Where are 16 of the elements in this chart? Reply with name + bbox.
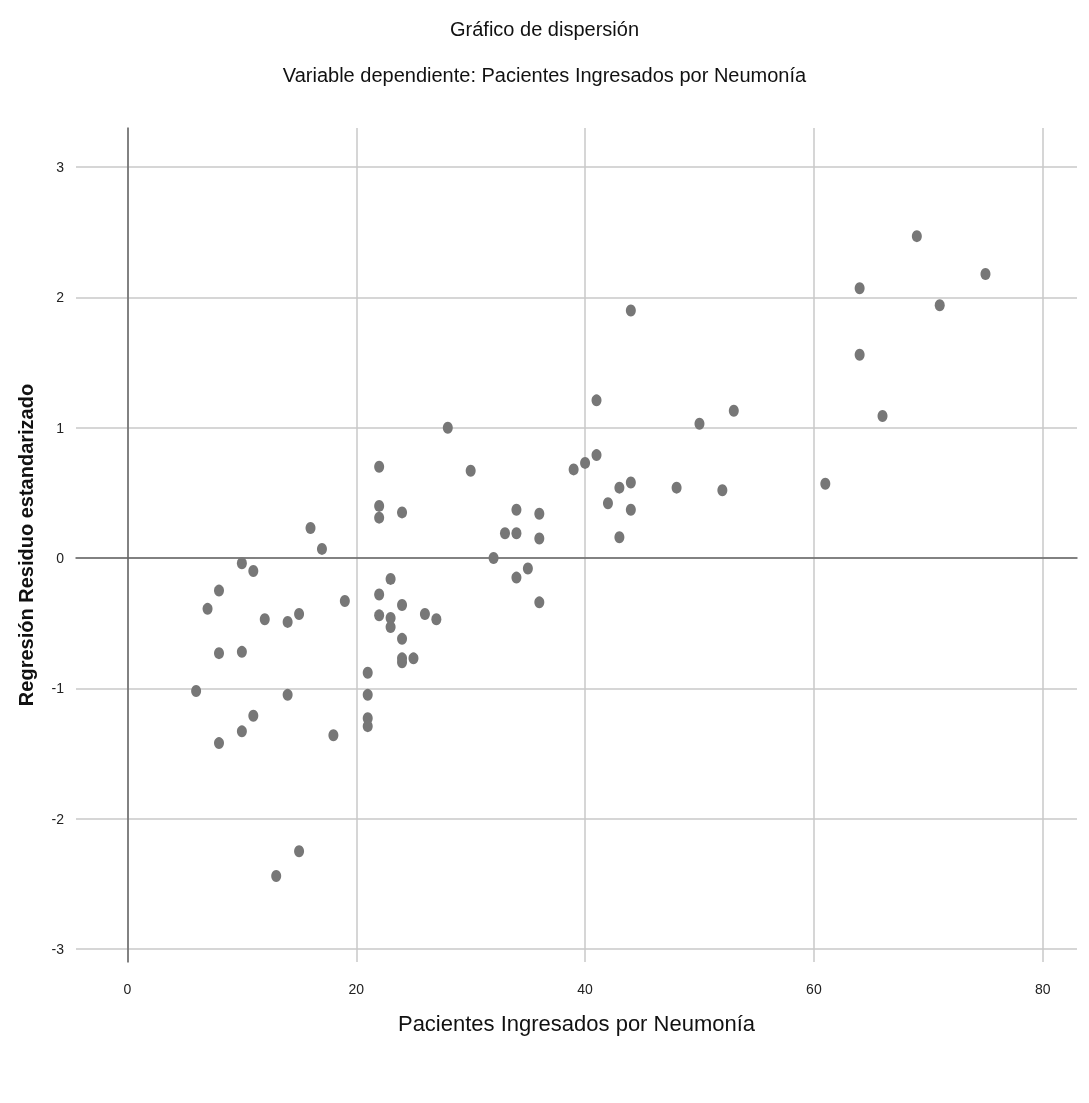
y-tick-label: -1 (51, 680, 65, 697)
chart-subtitle: Variable dependiente: Pacientes Ingresados por Neumonía (282, 64, 808, 86)
x-tick-label: 80 (1034, 981, 1051, 997)
y-tick-label: 1 (56, 419, 65, 436)
y-tick-label: -3 (51, 940, 65, 957)
y-tick-label: 2 (56, 289, 65, 306)
x-axis-title: Pacientes Ingresados por Neumonía (397, 1010, 756, 1036)
y-tick-label: 3 (56, 159, 65, 176)
y-tick-label: -2 (51, 810, 65, 827)
x-tick-label: 0 (123, 981, 132, 997)
x-tick-label: 60 (806, 981, 822, 997)
chart-title: Gráfico de dispersión (450, 18, 639, 40)
x-tick-label: 40 (577, 981, 594, 997)
y-tick-label: 0 (56, 550, 65, 567)
x-tick-label: 20 (348, 981, 365, 997)
y-axis-title: Regresión Residuo estandarizado (15, 383, 37, 707)
